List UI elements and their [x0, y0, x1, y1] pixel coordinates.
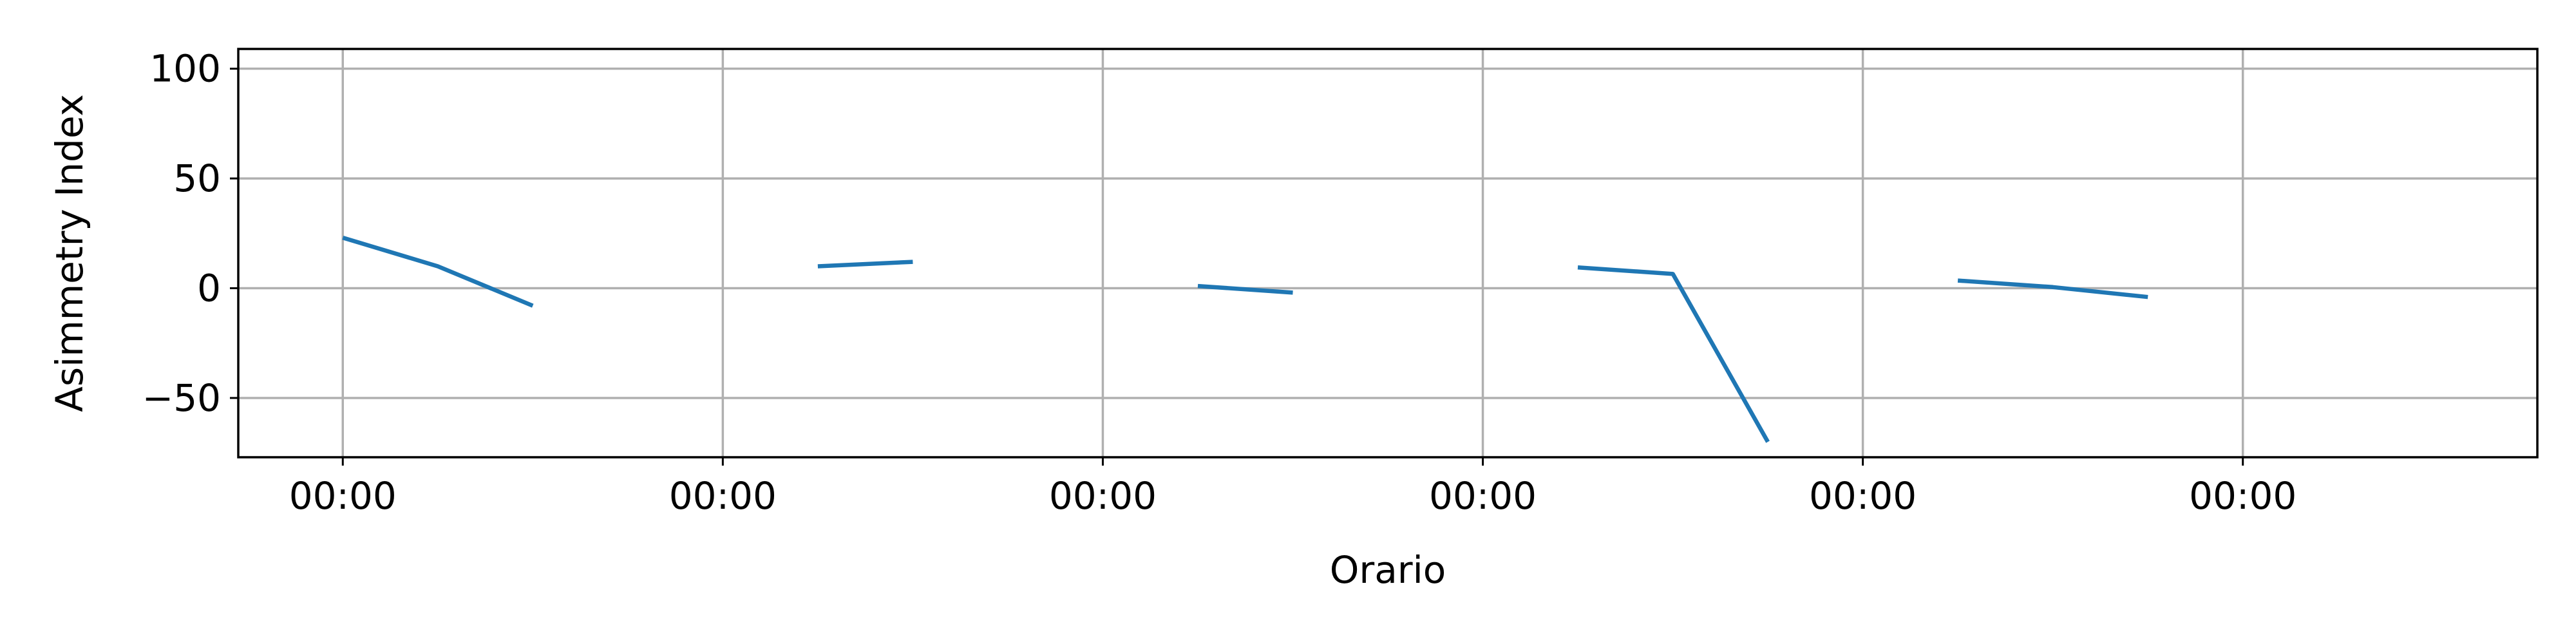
x-axis-label: Orario: [1330, 548, 1446, 592]
y-tick-label: −50: [142, 376, 221, 420]
series-segment-3: [1197, 283, 1293, 295]
x-tick-label: 00:00: [669, 474, 777, 518]
series-segment-2: [817, 260, 913, 269]
data-series: [342, 235, 2148, 443]
x-tick-label: 00:00: [1049, 474, 1157, 518]
grid-lines: [238, 49, 2537, 457]
series-segment-1: [342, 235, 534, 308]
y-tick-label: 0: [197, 267, 221, 310]
x-tick-label: 00:00: [289, 474, 397, 518]
x-tick-label: 00:00: [2189, 474, 2297, 518]
series-segment-5: [1957, 278, 2148, 299]
y-tick-label: 100: [149, 47, 221, 91]
x-tick-label: 00:00: [1809, 474, 1917, 518]
x-axis: 00:00 00:00 00:00 00:00 00:00 00:00: [289, 457, 2297, 518]
series-segment-4: [1577, 265, 1770, 443]
plot-area-frame: [237, 48, 2539, 459]
y-tick-label: 50: [173, 156, 221, 200]
x-tick-label: 00:00: [1429, 474, 1537, 518]
y-axis-label: Asimmetry Index: [48, 94, 91, 412]
y-axis: −50 0 50 100: [142, 47, 238, 420]
